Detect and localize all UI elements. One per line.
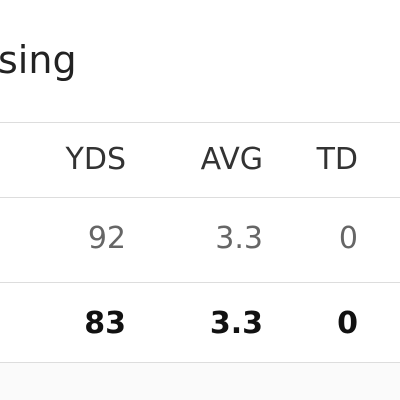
table-cell: 3.3 xyxy=(209,306,263,341)
rule xyxy=(0,122,400,123)
footer-band xyxy=(0,362,400,400)
section-title: sing xyxy=(0,38,77,82)
rule xyxy=(0,362,400,363)
table-cell: 83 xyxy=(84,306,126,341)
table-cell: 0 xyxy=(337,306,358,341)
column-header: TD xyxy=(316,142,358,177)
column-header: YDS xyxy=(65,142,126,177)
table-cell: 92 xyxy=(87,221,126,256)
table-cell: 0 xyxy=(338,221,358,256)
rule xyxy=(0,282,400,283)
rule xyxy=(0,197,400,198)
column-header: AVG xyxy=(200,142,263,177)
table-cell: 3.3 xyxy=(215,221,263,256)
